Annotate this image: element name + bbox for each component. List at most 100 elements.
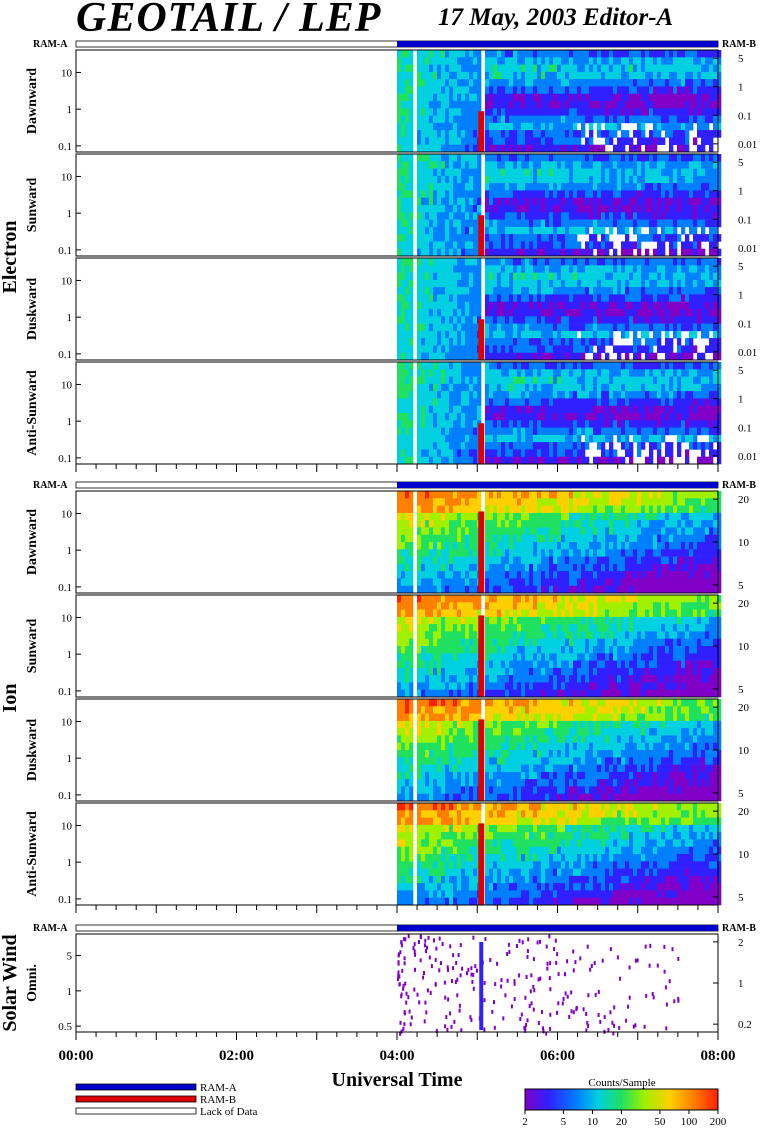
heatmap-cell	[549, 154, 554, 162]
heatmap-cell	[461, 456, 466, 465]
heatmap-cell	[497, 50, 502, 58]
heatmap-cell	[677, 137, 682, 145]
heatmap-cell	[665, 175, 670, 184]
heatmap-cell	[521, 338, 526, 346]
heatmap-cell	[421, 571, 426, 579]
heatmap-cell	[569, 420, 574, 428]
heatmap-cell	[673, 294, 678, 302]
heatmap-cell	[609, 571, 614, 579]
heatmap-cell	[601, 205, 606, 213]
heatmap-cell	[553, 571, 558, 579]
heatmap-cell	[605, 398, 610, 406]
heatmap-cell	[565, 265, 570, 273]
heatmap-cell	[545, 205, 550, 213]
heatmap-cell	[569, 323, 574, 332]
heatmap-cell	[437, 108, 442, 116]
heatmap-cell	[645, 234, 650, 242]
heatmap-cell	[573, 505, 578, 514]
heatmap-cell	[537, 413, 542, 421]
heatmap-cell	[681, 115, 686, 124]
heatmap-cell	[417, 101, 422, 109]
heatmap-cell	[405, 491, 410, 499]
heatmap-cell	[705, 272, 710, 281]
heatmap-cell	[461, 108, 466, 116]
heatmap-cell	[601, 197, 606, 206]
heatmap-cell	[465, 101, 470, 109]
heatmap-cell	[397, 115, 402, 124]
heatmap-cell	[493, 212, 498, 220]
heatmap-cell	[541, 383, 546, 392]
heatmap-cell	[553, 413, 558, 421]
heatmap-cell	[653, 434, 658, 443]
heatmap-cell	[437, 316, 442, 324]
heatmap-cell	[457, 563, 462, 572]
heatmap-cell	[705, 161, 710, 169]
heatmap-cell	[473, 248, 478, 257]
heatmap-cell	[701, 413, 706, 421]
heatmap-cell	[489, 197, 494, 206]
heatmap-cell	[545, 161, 550, 169]
heatmap-cell	[709, 86, 714, 94]
heatmap-cell	[705, 183, 710, 191]
heatmap-cell	[433, 71, 438, 80]
heatmap-cell	[697, 115, 702, 124]
heatmap-cell	[469, 456, 474, 465]
heatmap-cell	[433, 309, 438, 317]
heatmap-cell	[409, 512, 414, 521]
heatmap-cell	[433, 57, 438, 65]
heatmap-cell	[429, 50, 434, 58]
heatmap-cell	[493, 183, 498, 191]
heatmap-cell	[601, 571, 606, 579]
heatmap-cell	[521, 86, 526, 94]
heatmap-cell	[693, 272, 698, 281]
heatmap-cell	[437, 449, 442, 457]
heatmap-cell	[689, 265, 694, 273]
heatmap-cell	[429, 563, 434, 572]
heatmap-cell	[421, 154, 426, 162]
heatmap-cell	[561, 265, 566, 273]
heatmap-cell	[529, 491, 534, 499]
heatmap-cell	[465, 212, 470, 220]
heatmap-cell	[689, 279, 694, 288]
heatmap-cell	[677, 352, 682, 361]
heatmap-cell	[461, 175, 466, 184]
heatmap-cell	[613, 258, 618, 266]
heatmap-cell	[457, 115, 462, 124]
heatmap-cell	[473, 226, 478, 235]
heatmap-cell	[625, 93, 630, 102]
heatmap-cell	[537, 219, 542, 228]
heatmap-cell	[565, 338, 570, 346]
heatmap-cell	[529, 585, 534, 594]
heatmap-cell	[665, 362, 670, 370]
heatmap-cell	[585, 241, 590, 249]
heatmap-cell	[633, 345, 638, 353]
heatmap-cell	[605, 212, 610, 220]
heatmap-cell	[553, 144, 558, 153]
heatmap-cell	[649, 456, 654, 465]
heatmap-cell	[465, 287, 470, 295]
heatmap-cell	[561, 50, 566, 58]
heatmap-cell	[449, 101, 454, 109]
heatmap-cell	[705, 137, 710, 145]
heatmap-cell	[701, 248, 706, 257]
heatmap-cell	[429, 226, 434, 235]
heatmap-cell	[553, 338, 558, 346]
heatmap-cell	[513, 183, 518, 191]
heatmap-cell	[589, 197, 594, 206]
heatmap-cell	[441, 330, 446, 339]
heatmap-cell	[517, 309, 522, 317]
heatmap-cell	[549, 212, 554, 220]
heatmap-cell	[673, 86, 678, 94]
heatmap-cell	[657, 50, 662, 58]
heatmap-cell	[717, 57, 722, 65]
heatmap-cell	[453, 369, 458, 377]
heatmap-cell	[397, 434, 402, 443]
heatmap-cell	[597, 71, 602, 80]
heatmap-cell	[585, 542, 590, 550]
heatmap-cell	[517, 57, 522, 65]
heatmap-cell	[461, 383, 466, 392]
heatmap-cell	[453, 323, 458, 332]
heatmap-cell	[417, 212, 422, 220]
heatmap-cell	[485, 197, 490, 206]
heatmap-cell	[645, 434, 650, 443]
